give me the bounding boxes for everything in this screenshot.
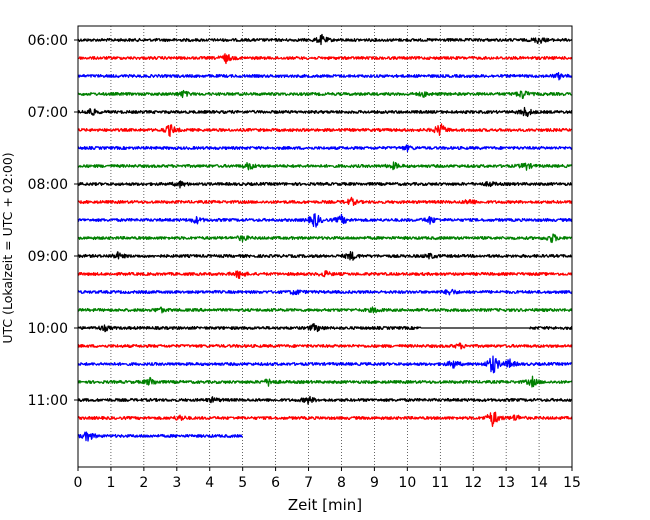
x-tick-label: 0 (74, 475, 83, 491)
trace-row-0945 (77, 306, 573, 314)
trace-row-1130 (77, 431, 244, 442)
y-tick-label: 09:00 (28, 249, 68, 265)
x-tick-label: 9 (370, 475, 379, 491)
x-tick-label: 10 (398, 475, 416, 491)
trace-row-0745 (77, 161, 573, 171)
x-tick-label: 5 (238, 475, 247, 491)
trace-row-0915 (77, 270, 573, 279)
trace-row-1045 (77, 375, 573, 388)
x-tick-label: 13 (497, 475, 515, 491)
trace-row-0845 (77, 233, 573, 244)
trace-row-1015 (77, 342, 573, 350)
trace-row-0715 (77, 123, 573, 138)
trace-row-0930 (77, 288, 573, 296)
trace-row-0800 (77, 180, 573, 189)
y-tick-label: 11:00 (28, 393, 68, 409)
x-tick-label: 2 (139, 475, 148, 491)
trace-layer (77, 33, 573, 442)
x-tick-label: 1 (106, 475, 115, 491)
trace-row-0645 (77, 89, 573, 100)
x-tick-label: 7 (304, 475, 313, 491)
y-tick-label: 06:00 (28, 33, 68, 49)
x-axis: 0 1 2 3 4 5 6 7 8 9 10 11 12 13 14 15 (74, 467, 581, 491)
y-tick-label: 07:00 (28, 105, 68, 121)
trace-row-0815 (77, 196, 573, 206)
trace-row-0900 (77, 250, 573, 261)
y-tick-label: 10:00 (28, 321, 68, 337)
trace-row-1115 (77, 411, 573, 428)
x-tick-label: 11 (431, 475, 449, 491)
x-axis-label: Zeit [min] (288, 496, 362, 514)
x-tick-label: 4 (205, 475, 214, 491)
trace-row-1000 (77, 322, 573, 333)
trace-row-0730 (77, 144, 573, 153)
x-tick-label: 15 (563, 475, 581, 491)
trace-row-1030 (77, 355, 573, 374)
trace-row-0830 (77, 213, 573, 228)
x-tick-label: 12 (464, 475, 482, 491)
x-tick-label: 3 (172, 475, 181, 491)
trace-row-0700 (77, 106, 573, 118)
x-tick-label: 14 (530, 475, 548, 491)
x-tick-label: 6 (271, 475, 280, 491)
trace-row-0600 (77, 33, 573, 46)
trace-row-1100 (77, 395, 573, 405)
y-axis-label: UTC (Lokalzeit = UTC + 02:00) (0, 152, 15, 343)
y-axis: 06:00 07:00 08:00 09:00 10:00 11:00 (28, 33, 78, 409)
trace-row-0630 (77, 71, 573, 81)
trace-row-0615 (77, 53, 573, 65)
x-tick-label: 8 (337, 475, 346, 491)
plot-frame (77, 25, 573, 468)
y-tick-label: 08:00 (28, 177, 68, 193)
